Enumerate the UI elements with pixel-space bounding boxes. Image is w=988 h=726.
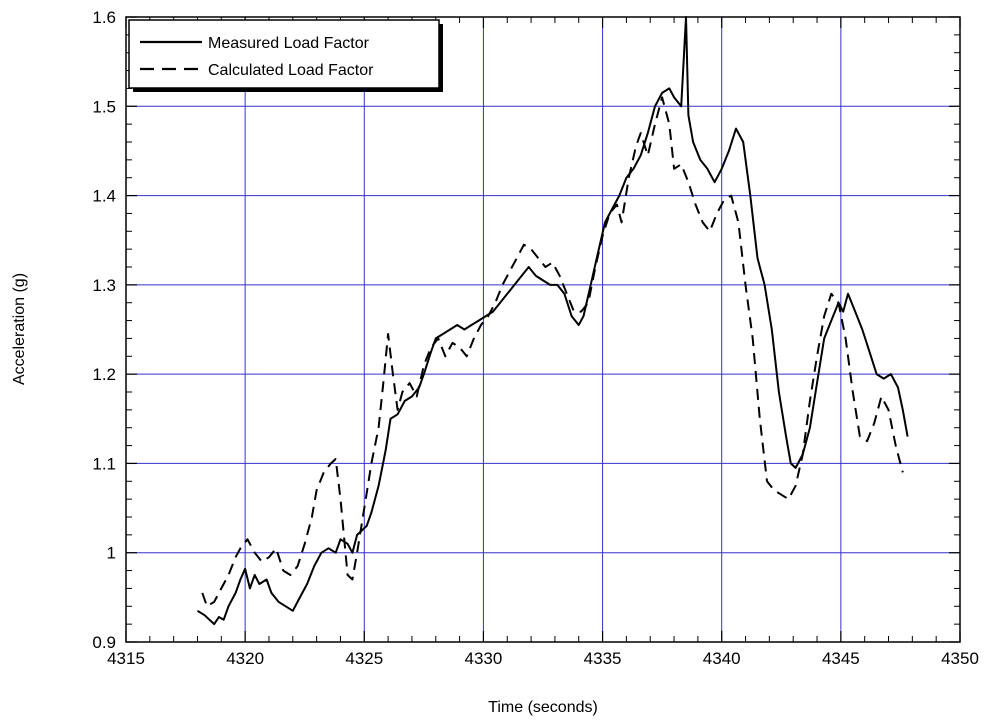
- y-axis-label: Acceleration (g): [11, 273, 28, 385]
- series-line-measured: [196, 16, 909, 626]
- x-tick-label: 4320: [226, 649, 264, 668]
- legend-label-calculated: Calculated Load Factor: [208, 62, 374, 79]
- y-tick-label: 1.6: [92, 8, 116, 27]
- plot-frame: [125, 16, 961, 643]
- y-tick-label: 0.9: [92, 633, 116, 652]
- grid-lines: [126, 17, 960, 642]
- y-tick-label: 1.2: [92, 365, 116, 384]
- y-tick-label: 1.1: [92, 454, 116, 473]
- x-tick-label: 4350: [941, 649, 979, 668]
- axis-ticks: [125, 16, 961, 643]
- x-tick-label: 4335: [584, 649, 622, 668]
- x-tick-label: 4340: [703, 649, 741, 668]
- tick-labels: 4315 4320 4325 4330 4335 4340 4345 4350 0.9 1 1.1 1…: [92, 8, 979, 668]
- x-tick-label: 4345: [822, 649, 860, 668]
- x-tick-label: 4330: [465, 649, 503, 668]
- y-tick-label: 1.4: [92, 187, 116, 206]
- y-tick-label: 1.5: [92, 97, 116, 116]
- x-axis-label: Time (seconds): [488, 699, 598, 716]
- legend-box: [128, 19, 440, 89]
- series-line-calculated: [201, 96, 904, 608]
- legend: Measured Load Factor Calculated Load Fac…: [128, 19, 443, 92]
- y-tick-label: 1: [107, 544, 116, 563]
- x-tick-label: 4325: [345, 649, 383, 668]
- series-lines: [196, 16, 909, 626]
- legend-label-measured: Measured Load Factor: [208, 35, 370, 52]
- y-tick-label: 1.3: [92, 276, 116, 295]
- x-tick-label: 4315: [107, 649, 145, 668]
